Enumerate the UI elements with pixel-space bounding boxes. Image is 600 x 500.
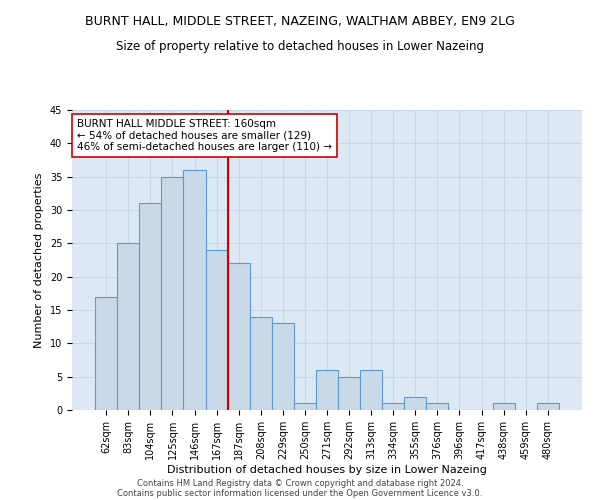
- Bar: [250, 316, 272, 410]
- X-axis label: Distribution of detached houses by size in Lower Nazeing: Distribution of detached houses by size …: [167, 464, 487, 474]
- Bar: [493, 404, 515, 410]
- Bar: [294, 404, 316, 410]
- Text: BURNT HALL, MIDDLE STREET, NAZEING, WALTHAM ABBEY, EN9 2LG: BURNT HALL, MIDDLE STREET, NAZEING, WALT…: [85, 15, 515, 28]
- Bar: [427, 404, 448, 410]
- Bar: [184, 170, 206, 410]
- Bar: [95, 296, 117, 410]
- Text: Contains public sector information licensed under the Open Government Licence v3: Contains public sector information licen…: [118, 488, 482, 498]
- Bar: [537, 404, 559, 410]
- Bar: [360, 370, 382, 410]
- Text: Contains HM Land Registry data © Crown copyright and database right 2024.: Contains HM Land Registry data © Crown c…: [137, 478, 463, 488]
- Bar: [404, 396, 427, 410]
- Text: BURNT HALL MIDDLE STREET: 160sqm
← 54% of detached houses are smaller (129)
46% : BURNT HALL MIDDLE STREET: 160sqm ← 54% o…: [77, 119, 332, 152]
- Text: Size of property relative to detached houses in Lower Nazeing: Size of property relative to detached ho…: [116, 40, 484, 53]
- Bar: [206, 250, 227, 410]
- Bar: [316, 370, 338, 410]
- Bar: [382, 404, 404, 410]
- Bar: [227, 264, 250, 410]
- Y-axis label: Number of detached properties: Number of detached properties: [34, 172, 44, 348]
- Bar: [272, 324, 294, 410]
- Bar: [139, 204, 161, 410]
- Bar: [117, 244, 139, 410]
- Bar: [338, 376, 360, 410]
- Bar: [161, 176, 184, 410]
